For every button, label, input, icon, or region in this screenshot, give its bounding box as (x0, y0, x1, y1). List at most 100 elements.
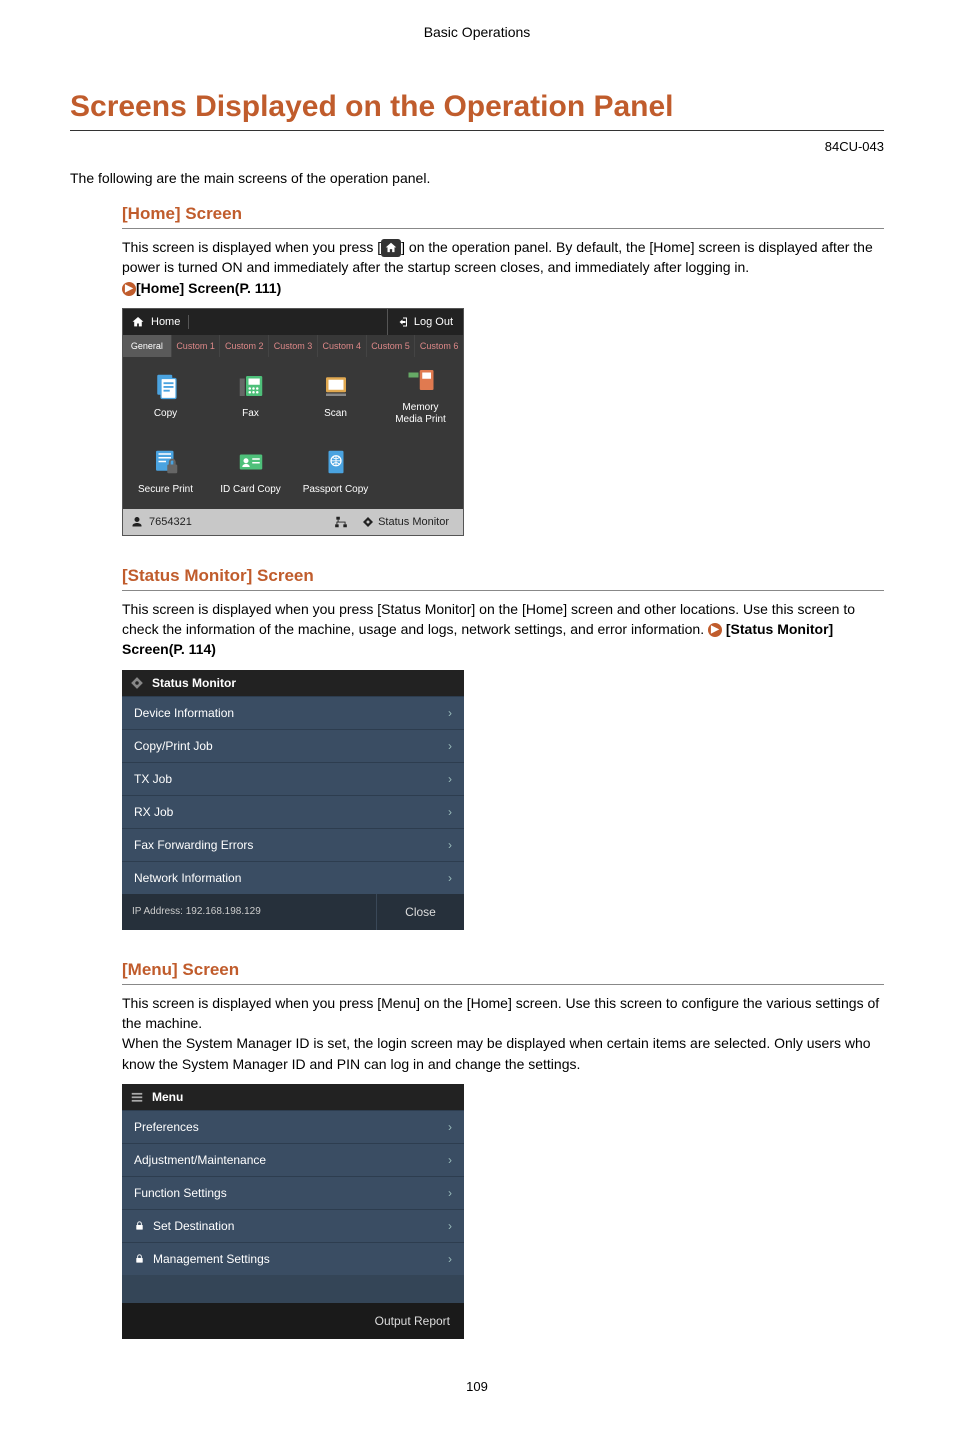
status-panel-header: Status Monitor (122, 670, 464, 696)
status-section-title: [Status Monitor] Screen (122, 566, 884, 591)
ip-address: IP Address: 192.168.198.129 (122, 906, 376, 917)
home-section-title: [Home] Screen (122, 204, 884, 229)
home-tab-general[interactable]: General (123, 335, 172, 357)
chevron-right-icon: › (448, 1186, 452, 1200)
fax-icon (235, 370, 267, 402)
status-row-device-information[interactable]: Device Information › (122, 696, 464, 729)
menu-body1: This screen is displayed when you press … (122, 995, 879, 1031)
list-item-label: Fax Forwarding Errors (134, 838, 253, 852)
menu-header-icon (130, 1090, 144, 1104)
list-item-label: Device Information (134, 706, 234, 720)
section-home: [Home] Screen This screen is displayed w… (122, 204, 884, 536)
status-icon (362, 516, 374, 528)
home-app-id-card-copy[interactable]: ID Card Copy (208, 433, 293, 509)
idcard-icon (235, 446, 267, 478)
status-panel-title: Status Monitor (152, 676, 236, 690)
list-item-label: Network Information (134, 871, 241, 885)
status-section-body: This screen is displayed when you press … (122, 599, 884, 660)
home-app-secure-print[interactable]: Secure Print (123, 433, 208, 509)
home-body-part1: This screen is displayed when you press … (122, 239, 381, 255)
home-app-passport-copy[interactable]: Passport Copy (293, 433, 378, 509)
logout-button[interactable]: Log Out (387, 309, 463, 335)
chevron-right-icon: › (448, 739, 452, 753)
link-icon: ▶ (708, 623, 722, 637)
menu-panel-title: Menu (152, 1090, 183, 1104)
home-tab-custom-3[interactable]: Custom 3 (269, 335, 318, 357)
home-tab-custom-5[interactable]: Custom 5 (367, 335, 416, 357)
status-row-tx-job[interactable]: TX Job › (122, 762, 464, 795)
secure-icon (150, 446, 182, 478)
home-tab-custom-6[interactable]: Custom 6 (415, 335, 463, 357)
status-row-fax-forwarding-errors[interactable]: Fax Forwarding Errors › (122, 828, 464, 861)
menu-panel-header: Menu (122, 1084, 464, 1110)
chevron-right-icon: › (448, 1153, 452, 1167)
chevron-right-icon: › (448, 1252, 452, 1266)
chevron-right-icon: › (448, 838, 452, 852)
app-label: Copy (154, 408, 177, 420)
list-item-label: Preferences (134, 1120, 199, 1134)
link-icon: ▶ (122, 282, 136, 296)
menu-row-preferences[interactable]: Preferences › (122, 1110, 464, 1143)
status-monitor-button[interactable]: Status Monitor (354, 509, 457, 535)
home-tab-custom-1[interactable]: Custom 1 (172, 335, 221, 357)
list-item-label: TX Job (134, 772, 172, 786)
home-link[interactable]: [Home] Screen(P. 111) (136, 280, 281, 296)
doc-code: 84CU-043 (70, 139, 884, 154)
memory-icon (405, 364, 437, 396)
section-menu: [Menu] Screen This screen is displayed w… (122, 960, 884, 1339)
menu-row-management-settings[interactable]: Management Settings › (122, 1242, 464, 1275)
home-app-copy[interactable]: Copy (123, 357, 208, 433)
home-empty-cell (378, 433, 463, 509)
network-icon (334, 515, 348, 529)
chevron-right-icon: › (448, 706, 452, 720)
status-row-network-information[interactable]: Network Information › (122, 861, 464, 894)
user-id: 7654321 (149, 516, 192, 528)
home-tabs: GeneralCustom 1Custom 2Custom 3Custom 4C… (123, 335, 463, 357)
menu-spacer (122, 1275, 464, 1303)
app-label: Passport Copy (303, 484, 369, 496)
home-screen-panel: Home Log Out GeneralCustom 1Custom 2Cust… (122, 308, 464, 536)
chevron-right-icon: › (448, 1219, 452, 1233)
home-top-icon (131, 315, 145, 329)
output-report-label: Output Report (375, 1314, 450, 1328)
chevron-right-icon: › (448, 805, 452, 819)
home-icon (381, 239, 401, 257)
status-monitor-label: Status Monitor (378, 516, 449, 528)
section-status: [Status Monitor] Screen This screen is d… (122, 566, 884, 930)
list-item-label: Adjustment/Maintenance (134, 1153, 266, 1167)
user-icon (131, 516, 143, 528)
list-item-label: Management Settings (153, 1252, 270, 1266)
home-section-body: This screen is displayed when you press … (122, 237, 884, 298)
home-app-memory[interactable]: MemoryMedia Print (378, 357, 463, 433)
chevron-right-icon: › (448, 772, 452, 786)
close-button[interactable]: Close (376, 894, 464, 930)
home-tab-custom-4[interactable]: Custom 4 (318, 335, 367, 357)
list-item-label: Function Settings (134, 1186, 227, 1200)
home-grid: Copy Fax ScanMemoryMedia Print Secure Print… (123, 357, 463, 509)
menu-row-adjustment-maintenance[interactable]: Adjustment/Maintenance › (122, 1143, 464, 1176)
menu-row-function-settings[interactable]: Function Settings › (122, 1176, 464, 1209)
menu-row-set-destination[interactable]: Set Destination › (122, 1209, 464, 1242)
home-app-fax[interactable]: Fax (208, 357, 293, 433)
logout-icon (398, 316, 410, 328)
chevron-right-icon: › (448, 871, 452, 885)
chevron-right-icon: › (448, 1120, 452, 1134)
list-item-label: Copy/Print Job (134, 739, 213, 753)
status-row-rx-job[interactable]: RX Job › (122, 795, 464, 828)
copy-icon (150, 370, 182, 402)
list-item-label: Set Destination (153, 1219, 234, 1233)
intro-text: The following are the main screens of th… (70, 170, 884, 186)
menu-body2: When the System Manager ID is set, the l… (122, 1035, 871, 1071)
status-header-icon (130, 676, 144, 690)
home-app-scan[interactable]: Scan (293, 357, 378, 433)
output-report-button[interactable]: Output Report (122, 1303, 464, 1339)
menu-section-body: This screen is displayed when you press … (122, 993, 884, 1074)
menu-panel: Menu Preferences › Adjustment/Maintenance ›… (122, 1084, 464, 1339)
status-row-copy-print-job[interactable]: Copy/Print Job › (122, 729, 464, 762)
app-label: Fax (242, 408, 259, 420)
menu-section-title: [Menu] Screen (122, 960, 884, 985)
page-number: 109 (70, 1379, 884, 1394)
lock-icon (134, 1220, 145, 1231)
home-tab-custom-2[interactable]: Custom 2 (220, 335, 269, 357)
list-item-label: RX Job (134, 805, 173, 819)
